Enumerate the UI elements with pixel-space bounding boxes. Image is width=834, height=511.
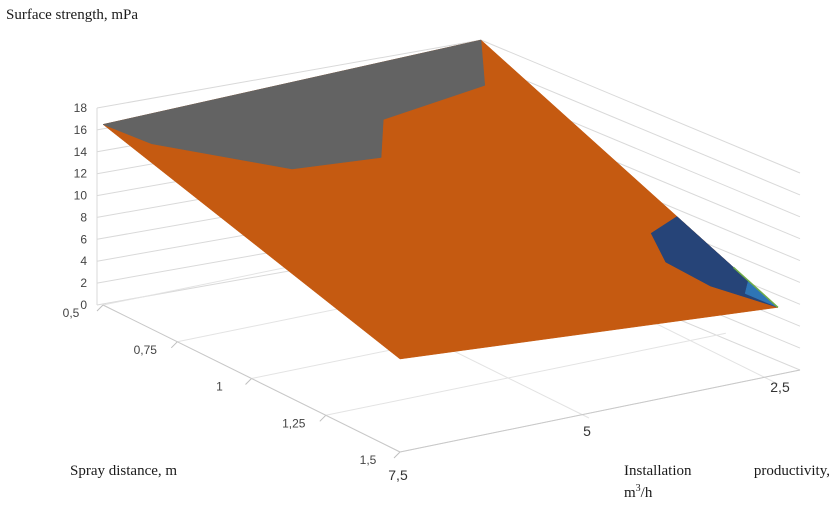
y-tick-label-2: 2,5 [770, 379, 790, 395]
y-axis-unit-tail: /h [640, 485, 653, 501]
z-axis-title: Surface strength, mPa [6, 7, 139, 23]
x-tick-mark-2 [245, 378, 252, 385]
z-tick-label-8: 16 [74, 123, 88, 137]
x-tick-label-4: 1,5 [360, 453, 377, 467]
x-tick-mark-1 [170, 341, 178, 349]
x-tick-label-1: 0,75 [134, 343, 158, 357]
surface-band-14-16 [102, 39, 486, 170]
tick-labels: 0 2 4 6 8 10 12 14 16 18 0,5 0,75 1 1,25 1,5 7,5 5 2,5 [63, 101, 790, 483]
surface-edge-green [732, 266, 779, 308]
x-axis-title: Spray distance, m [70, 463, 178, 479]
y-axis-title-word1: Installation [624, 463, 692, 479]
x-axis-line [102, 304, 401, 453]
z-tick-label-7: 14 [74, 145, 88, 159]
z-tick-label-6: 12 [74, 167, 88, 181]
z-tick-label-5: 10 [74, 189, 88, 203]
x-tick-mark-4 [393, 451, 401, 459]
floor-gridline-x-3 [325, 332, 726, 416]
z-tick-label-3: 6 [80, 232, 87, 246]
y-tick-label-0: 7,5 [388, 467, 408, 483]
z-tick-label-2: 4 [80, 254, 87, 268]
y-axis-line [399, 369, 801, 453]
x-tick-label-2: 1 [216, 380, 223, 394]
surface [102, 39, 779, 360]
y-tick-label-1: 5 [583, 423, 591, 439]
x-tick-label-3: 1,25 [282, 416, 306, 430]
z-tick-label-0: 0 [80, 298, 87, 312]
z-tick-label-1: 2 [80, 276, 87, 290]
x-tick-label-0: 0,5 [63, 306, 80, 320]
z-tick-label-9: 18 [74, 101, 88, 115]
y-axis-title: Installation productivity, m3/h [624, 462, 830, 502]
z-tick-label-4: 8 [80, 210, 87, 224]
x-tick-mark-0 [96, 304, 104, 312]
y-axis-unit-base: m [624, 485, 636, 501]
x-tick-mark-3 [319, 414, 327, 422]
y-axis-unit-exponent: 3 [635, 483, 641, 494]
y-axis-title-word2: productivity, [753, 463, 830, 479]
